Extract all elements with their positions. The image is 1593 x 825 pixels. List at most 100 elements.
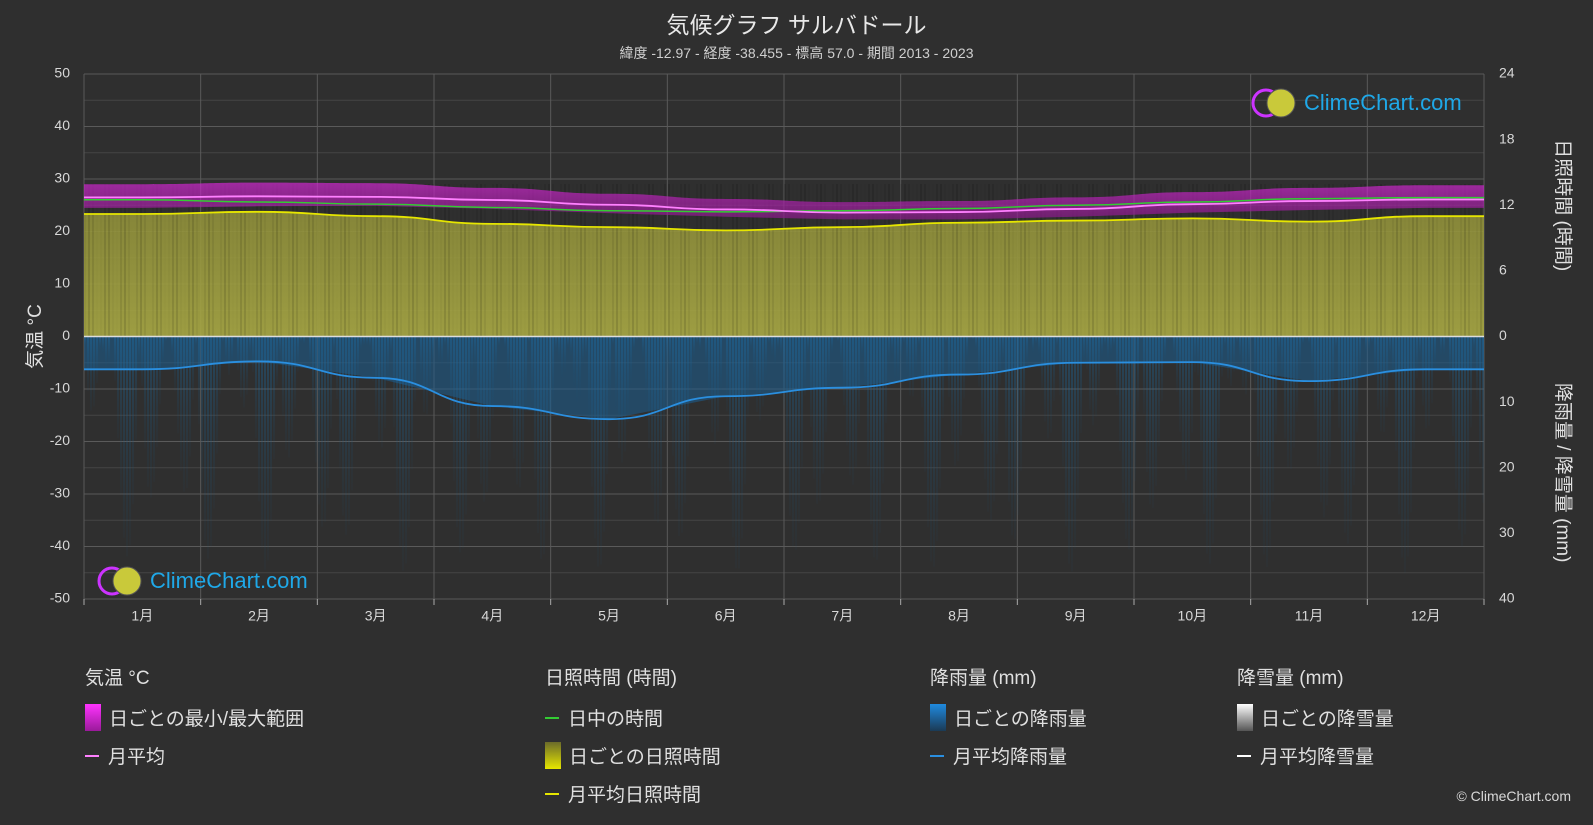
rain-daily-bar	[315, 336, 317, 463]
rain-daily-bar	[207, 336, 209, 559]
rain-daily-bar	[195, 336, 197, 347]
sunshine-texture	[804, 184, 806, 337]
rain-daily-bar	[183, 336, 185, 492]
rain-daily-bar	[1374, 336, 1376, 377]
rain-daily-bar	[633, 336, 635, 352]
sunshine-texture	[392, 184, 394, 337]
rain-daily-bar	[1275, 336, 1277, 435]
y-tick-left: -40	[50, 537, 70, 553]
rain-daily-bar	[273, 336, 275, 459]
rain-daily-bar	[117, 336, 119, 439]
rain-daily-bar	[90, 336, 92, 411]
sunshine-texture	[680, 184, 682, 337]
line-swatch-icon	[545, 716, 559, 719]
sunshine-texture	[1024, 184, 1026, 337]
rain-daily-bar	[111, 336, 113, 340]
rain-daily-bar	[1101, 336, 1103, 357]
climate-chart: 50 40 30 20 10 0 -10 -20 -30 -40 -50 24 18 12 6 0 10 20 30…	[24, 65, 1574, 624]
rain-daily-bar	[996, 336, 998, 454]
rain-daily-bar	[231, 336, 233, 364]
rain-daily-bar	[936, 336, 938, 541]
rain-daily-bar	[624, 336, 626, 452]
rain-daily-bar	[537, 336, 539, 533]
sunshine-texture	[1036, 184, 1038, 337]
sunshine-texture	[1124, 184, 1126, 337]
rain-daily-bar	[807, 336, 809, 356]
y-tick-left: 0	[62, 327, 70, 343]
rain-daily-bar	[333, 336, 335, 354]
rain-daily-bar	[675, 336, 677, 510]
rain-daily-bar	[696, 336, 698, 344]
sunshine-texture	[248, 184, 250, 337]
sunshine-texture	[1224, 184, 1226, 337]
rain-daily-bar	[228, 336, 230, 375]
rain-daily-bar	[1413, 336, 1415, 449]
sunshine-texture	[324, 184, 326, 337]
rain-daily-bar	[492, 336, 494, 419]
sunshine-texture	[984, 184, 986, 337]
rain-daily-bar	[1272, 336, 1274, 502]
rain-daily-bar	[1392, 336, 1394, 380]
sunshine-texture	[1360, 184, 1362, 337]
rain-daily-bar	[1011, 336, 1013, 536]
rain-daily-bar	[957, 336, 959, 462]
rain-daily-bar	[573, 336, 575, 387]
sunshine-texture	[1260, 184, 1262, 337]
rain-daily-bar	[858, 336, 860, 424]
sunshine-texture	[668, 184, 670, 337]
sunshine-texture	[888, 184, 890, 337]
sunshine-texture	[992, 184, 994, 337]
rain-daily-bar	[255, 336, 257, 439]
rain-daily-bar	[1299, 336, 1301, 374]
sunshine-texture	[1448, 184, 1450, 337]
rain-daily-bar	[945, 336, 947, 343]
y-tick-right-top: 0	[1499, 327, 1507, 343]
rain-daily-bar	[687, 336, 689, 457]
sunshine-texture	[972, 184, 974, 337]
rain-daily-bar	[906, 336, 908, 376]
rain-daily-bar	[126, 336, 128, 557]
rain-daily-bar	[498, 336, 500, 347]
rain-daily-bar	[690, 336, 692, 404]
sunshine-texture	[160, 184, 162, 337]
rain-daily-bar	[486, 336, 488, 492]
rain-daily-bar	[1425, 336, 1427, 429]
rain-daily-bar	[1473, 336, 1475, 350]
sunshine-texture	[900, 184, 902, 337]
rain-daily-bar	[966, 336, 968, 362]
sunshine-texture	[820, 184, 822, 337]
sunshine-texture	[1096, 184, 1098, 337]
sunshine-texture	[528, 184, 530, 337]
rain-daily-bar	[897, 336, 899, 381]
rain-daily-bar	[300, 336, 302, 342]
rain-daily-bar	[750, 336, 752, 350]
sunshine-texture	[144, 184, 146, 337]
sunshine-texture	[240, 184, 242, 337]
sunshine-texture	[532, 184, 534, 337]
rain-daily-bar	[1032, 336, 1034, 353]
rain-daily-bar	[174, 336, 176, 392]
rain-daily-bar	[294, 336, 296, 409]
sunshine-texture	[344, 184, 346, 337]
rain-daily-bar	[681, 336, 683, 533]
x-tick: 10月	[1178, 608, 1208, 624]
rain-daily-bar	[366, 336, 368, 346]
rain-daily-bar	[507, 336, 509, 379]
rain-daily-bar	[1347, 336, 1349, 544]
sunshine-texture	[628, 184, 630, 337]
rain-daily-bar	[1083, 336, 1085, 364]
rain-daily-bar	[777, 336, 779, 352]
rain-daily-bar	[1026, 336, 1028, 369]
rain-daily-bar	[390, 336, 392, 355]
rain-daily-bar	[441, 336, 443, 367]
sunshine-texture	[252, 184, 254, 337]
sunshine-texture	[88, 184, 90, 337]
rain-daily-bar	[846, 336, 848, 446]
rain-daily-bar	[1056, 336, 1058, 347]
rain-daily-bar	[258, 336, 260, 502]
rain-daily-bar	[768, 336, 770, 344]
rain-daily-bar	[369, 336, 371, 348]
rain-daily-bar	[1389, 336, 1391, 359]
rain-daily-bar	[465, 336, 467, 515]
rain-daily-bar	[411, 336, 413, 470]
